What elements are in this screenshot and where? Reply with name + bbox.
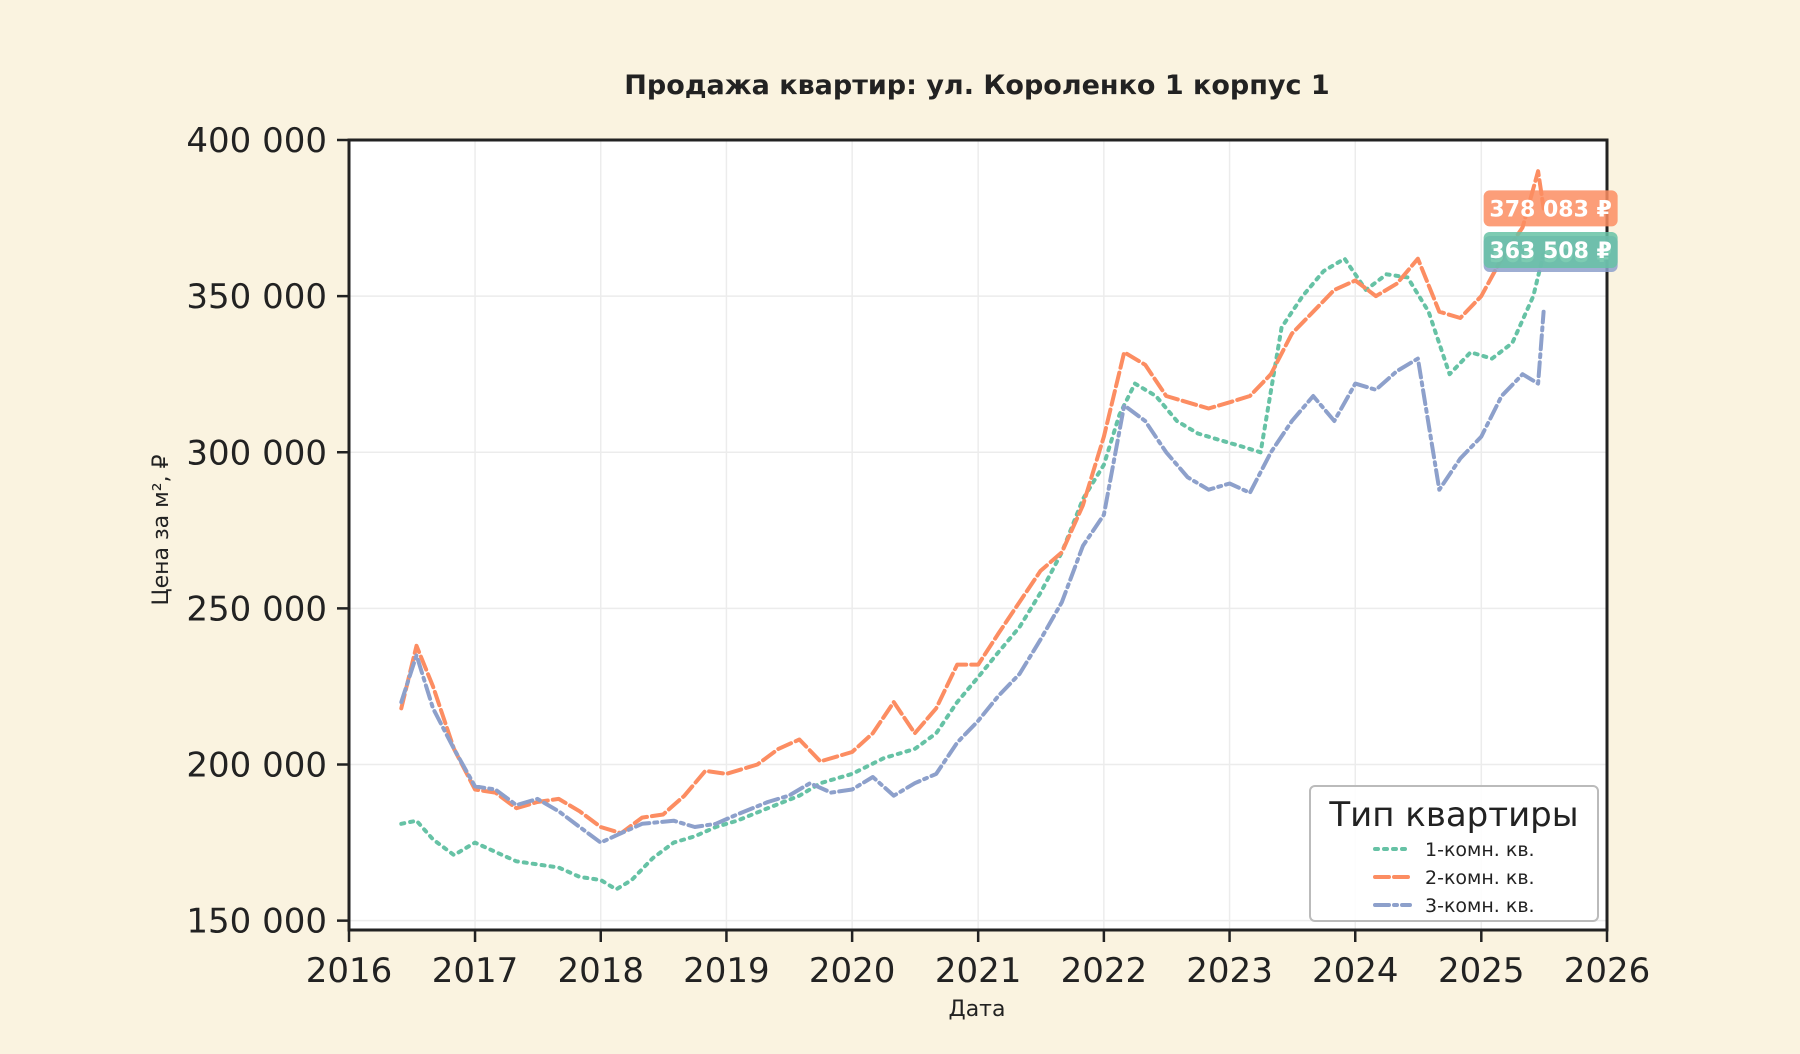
- series-line-1: [399, 251, 1546, 892]
- y-tick-label: 200 000: [186, 746, 327, 786]
- legend: Тип квартиры 1-комн. кв. 2-комн. кв. 3-комн…: [1309, 785, 1599, 922]
- end-label-text: 363 508 ₽: [1489, 239, 1611, 264]
- end-label-box: [1483, 190, 1618, 227]
- end-label-box: [1483, 231, 1618, 268]
- x-tick-label: 2019: [683, 951, 770, 991]
- end-labels: 363 508 ₽363 508 ₽378 083 ₽: [1483, 190, 1618, 272]
- y-axis-label: Цена за м², ₽: [149, 454, 174, 605]
- legend-item-label: 3-комн. кв.: [1425, 895, 1535, 917]
- x-tick-label: 2022: [1061, 951, 1148, 991]
- legend-title: Тип квартиры: [1328, 795, 1578, 835]
- x-tick-label: 2025: [1438, 951, 1525, 991]
- chart-title: Продажа квартир: ул. Короленко 1 корпус …: [624, 70, 1329, 101]
- legend-box: [1309, 785, 1599, 922]
- x-tick-label: 2016: [306, 951, 393, 991]
- series-line-3: [399, 309, 1546, 845]
- legend-item-label: 2-комн. кв.: [1425, 867, 1535, 889]
- x-tick-label: 2023: [1186, 951, 1273, 991]
- end-label: 363 508 ₽: [1483, 231, 1618, 268]
- x-tick-label: 2026: [1564, 951, 1651, 991]
- end-label-text: 378 083 ₽: [1489, 197, 1611, 222]
- series-layer: [399, 169, 1546, 892]
- x-tick-label: 2024: [1312, 951, 1399, 991]
- y-tick-label: 400 000: [186, 121, 327, 161]
- end-label: 378 083 ₽: [1483, 190, 1618, 227]
- y-tick-label: 250 000: [186, 589, 327, 629]
- ticks: 2016 2017 2018 2019 2020 2021 2022 2023 2024 2025…: [186, 121, 1650, 991]
- y-tick-label: 350 000: [186, 277, 327, 317]
- series-line-2: [399, 169, 1546, 836]
- legend-item-label: 1-комн. кв.: [1425, 839, 1535, 861]
- x-tick-label: 2021: [935, 951, 1022, 991]
- x-axis-label: Дата: [949, 997, 1006, 1022]
- x-tick-label: 2017: [432, 951, 519, 991]
- x-tick-label: 2020: [809, 951, 896, 991]
- y-tick-label: 150 000: [186, 902, 327, 942]
- x-tick-label: 2018: [557, 951, 644, 991]
- y-tick-label: 300 000: [186, 433, 327, 473]
